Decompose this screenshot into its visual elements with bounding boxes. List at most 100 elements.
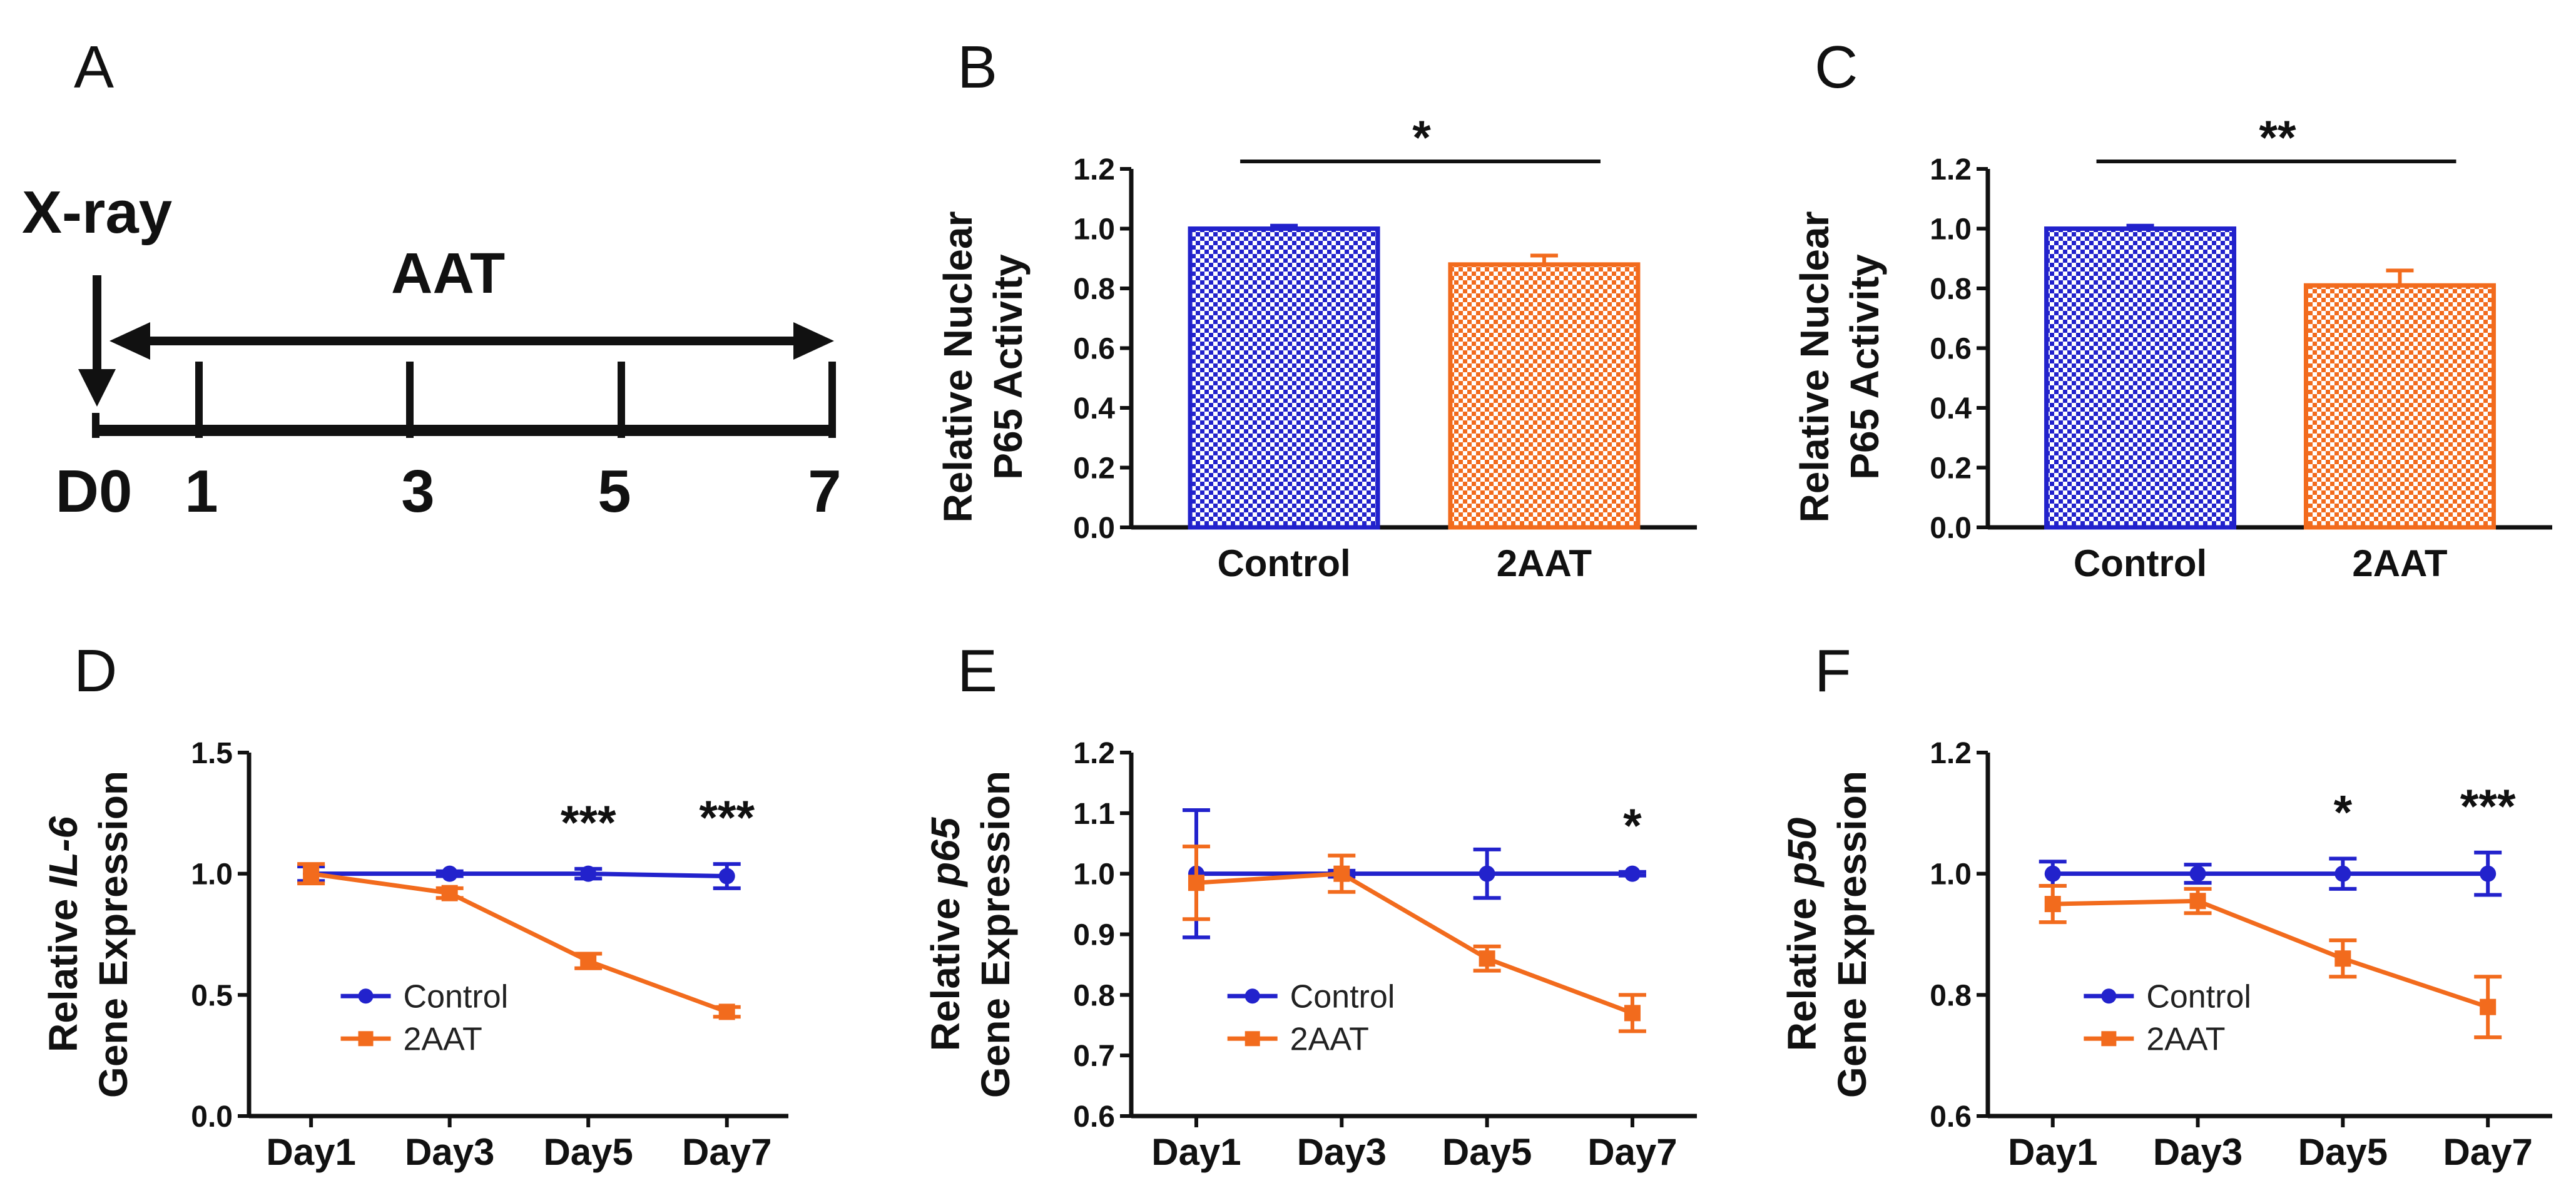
bar-control xyxy=(2044,226,2237,530)
panel-label: D xyxy=(74,637,117,704)
panel-label: C xyxy=(1815,34,1858,101)
legend-marker-control xyxy=(358,988,374,1004)
x-tick-label: Day7 xyxy=(2443,1131,2532,1173)
y-tick-label: 1.0 xyxy=(1930,858,1972,891)
x-tick-label: Day7 xyxy=(1587,1131,1677,1173)
y-axis-label-line1: Relative p50 xyxy=(1779,818,1825,1052)
y-tick-label: 0.8 xyxy=(1930,273,1972,306)
legend-label: 2AAT xyxy=(1290,1021,1369,1057)
y-tick-label: 0.8 xyxy=(1930,979,1972,1012)
y-axis-label-line1: Relative IL-6 xyxy=(41,816,86,1052)
chart-panel-d: D 0.0 0.5 1.0 1.5 Relative IL-6 Gene Expressio… xyxy=(41,637,788,1173)
bar-control xyxy=(1188,226,1380,530)
y-tick-label: 0.7 xyxy=(1073,1040,1115,1073)
chart-panel-b: B 0.0 0.2 0.4 0.6 0.8 1.0 1.2 Relative Nuclear P6… xyxy=(935,34,1697,584)
data-point-control xyxy=(718,868,735,885)
y-tick-label: 0.6 xyxy=(1073,333,1115,366)
data-point-2aat xyxy=(2334,950,2351,967)
y-tick-label: 0.6 xyxy=(1073,1100,1115,1134)
aat-label: AAT xyxy=(391,241,505,305)
y-tick-label: 1.5 xyxy=(191,737,233,770)
data-point-control xyxy=(2334,865,2351,882)
y-axis-label-line1: Relative Nuclear xyxy=(935,211,980,522)
xray-label: X-ray xyxy=(22,179,172,246)
chart-panel-f: F 0.6 0.8 1.0 1.2 Relative p50 Gene Expression… xyxy=(1779,637,2552,1173)
y-axis-label-gene: p50 xyxy=(1779,818,1825,888)
timeline-panel: A X-ray AAT D0 1 3 5 7 xyxy=(22,34,842,525)
y-tick-label: 1.0 xyxy=(1073,858,1115,891)
data-point-control xyxy=(2044,865,2061,882)
x-tick-label: Day3 xyxy=(405,1131,494,1173)
legend-label: Control xyxy=(1290,978,1395,1015)
legend-marker-2aat xyxy=(2101,1031,2117,1047)
series-line-2aat xyxy=(1196,871,1634,1015)
y-tick-label: 0.6 xyxy=(1930,333,1972,366)
legend-marker-control xyxy=(2101,988,2117,1004)
data-point-2aat xyxy=(1188,875,1204,891)
data-point-2aat xyxy=(303,865,320,882)
y-tick-label: 1.0 xyxy=(1930,213,1972,246)
y-tick-label: 0.0 xyxy=(1073,512,1115,545)
data-point-control xyxy=(580,865,597,882)
y-tick-label: 1.2 xyxy=(1930,153,1972,186)
data-point-control xyxy=(1479,865,1495,882)
significance-marker: *** xyxy=(561,796,616,850)
x-tick-label: Control xyxy=(1217,542,1350,584)
bar-2aat xyxy=(1448,262,1641,530)
timeline-label-5: 5 xyxy=(598,458,631,525)
y-tick-label: 0.5 xyxy=(191,979,233,1012)
y-tick-label: 0.9 xyxy=(1073,919,1115,952)
legend-label: 2AAT xyxy=(404,1021,482,1057)
y-tick-label: 0.4 xyxy=(1073,392,1115,425)
x-tick-label: Day7 xyxy=(682,1131,771,1173)
y-tick-label: 0.6 xyxy=(1930,1100,1972,1134)
legend-marker-2aat xyxy=(358,1031,374,1047)
legend-label: 2AAT xyxy=(2146,1021,2225,1057)
legend-marker-2aat xyxy=(1245,1031,1260,1047)
x-tick-label: 2AAT xyxy=(2352,542,2447,584)
aat-arrow-head-right xyxy=(793,322,834,360)
y-tick-label: 1.2 xyxy=(1073,737,1115,770)
y-axis-label-line2: Gene Expression xyxy=(91,771,136,1098)
significance-marker: * xyxy=(1623,799,1642,853)
data-point-2aat xyxy=(1479,950,1495,967)
significance-marker: * xyxy=(1412,111,1431,165)
aat-arrow-head-left xyxy=(109,322,150,360)
y-axis-label-line2: P65 Activity xyxy=(1842,254,1887,480)
series-line-2aat xyxy=(310,871,728,1014)
y-tick-label: 0.0 xyxy=(1930,512,1972,545)
y-tick-label: 1.0 xyxy=(191,858,233,891)
x-tick-label: Day5 xyxy=(2298,1131,2388,1173)
data-point-2aat xyxy=(441,885,458,901)
chart-panel-c: C 0.0 0.2 0.4 0.6 0.8 1.0 1.2 Relative Nuclear P6… xyxy=(1792,34,2552,584)
timeline-label-1: 1 xyxy=(185,458,218,525)
y-axis-label-prefix: Relative xyxy=(923,886,968,1051)
x-tick-label: Day3 xyxy=(2153,1131,2243,1173)
panel-label: F xyxy=(1815,637,1851,704)
significance-marker: ** xyxy=(2259,111,2296,165)
y-tick-label: 0.8 xyxy=(1073,979,1115,1012)
y-tick-label: 1.1 xyxy=(1073,798,1115,831)
y-tick-label: 0.2 xyxy=(1930,452,1972,485)
legend-label: Control xyxy=(404,978,509,1015)
xray-arrow-head xyxy=(78,369,116,407)
timeline-label-7: 7 xyxy=(808,458,841,525)
y-axis-label-line2: P65 Activity xyxy=(985,254,1031,480)
timeline-label-3: 3 xyxy=(401,458,434,525)
y-axis-label-gene: p65 xyxy=(923,816,968,888)
data-point-2aat xyxy=(1333,865,1350,882)
bar-2aat xyxy=(2303,283,2496,530)
data-point-control xyxy=(2480,865,2497,882)
data-point-2aat xyxy=(718,1003,735,1020)
x-tick-label: Day5 xyxy=(1442,1131,1532,1173)
y-tick-label: 1.0 xyxy=(1073,213,1115,246)
y-axis-label-prefix: Relative xyxy=(41,888,86,1052)
panel-label-a: A xyxy=(74,34,114,101)
y-axis-label-gene: IL-6 xyxy=(41,816,86,888)
x-tick-label: Day5 xyxy=(543,1131,633,1173)
y-axis-label-line2: Gene Expression xyxy=(1830,771,1875,1098)
panel-label: B xyxy=(957,34,997,101)
y-tick-label: 1.2 xyxy=(1930,737,1972,770)
data-point-control xyxy=(1624,865,1641,882)
